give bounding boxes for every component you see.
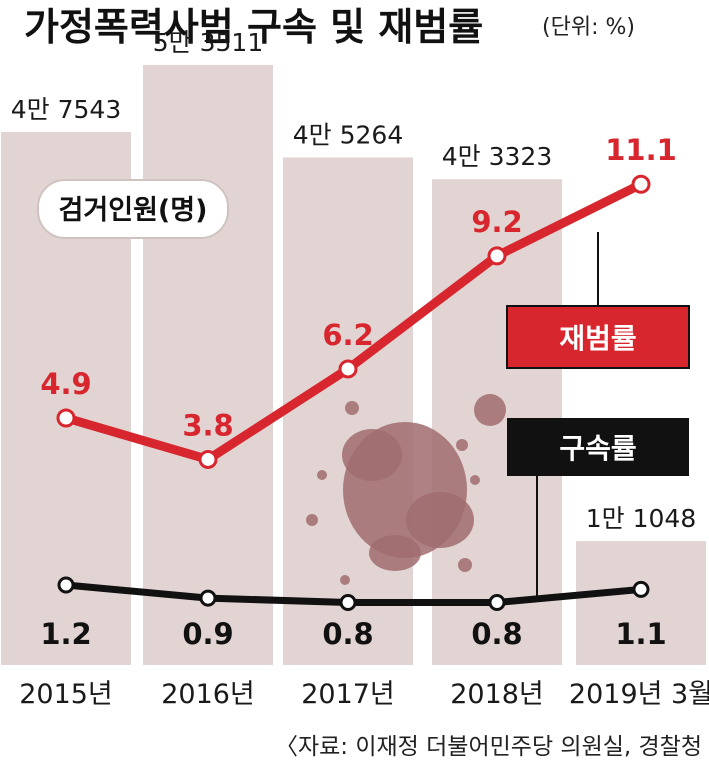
arrest-value-0: 1.2 <box>40 617 91 651</box>
x-tick-label-2: 2017년 <box>301 679 395 710</box>
arrest-value-4: 1.1 <box>615 617 666 651</box>
arrest-point-0 <box>57 576 75 594</box>
x-tick-label-4: 2019년 3월 <box>569 679 709 710</box>
recidivism-value-2: 6.2 <box>322 318 373 352</box>
arrest-badge-label: 구속률 <box>559 432 636 465</box>
chart-title: 가정폭력사범 구속 및 재범률 <box>24 5 483 49</box>
bar-value-label-0: 4만 7543 <box>11 95 121 124</box>
ink-blot-part-9 <box>340 575 350 585</box>
bar-value-label-2: 4만 5264 <box>293 120 403 149</box>
ink-blot-part-5 <box>456 439 468 451</box>
bar-legend-box <box>37 179 229 239</box>
recidivism-value-4: 11.1 <box>605 133 677 167</box>
unit-label: (단위: %) <box>542 15 635 40</box>
ink-blot-part-6 <box>345 401 359 415</box>
ink-blot-part-1 <box>342 429 402 481</box>
arrest-value-3: 0.8 <box>471 617 522 651</box>
bar-value-label-3: 4만 3323 <box>442 142 552 171</box>
arrest-value-2: 0.8 <box>322 617 373 651</box>
bar-value-label-1: 5만 3511 <box>153 28 263 57</box>
bar-legend-label: 검거인원(명) <box>59 195 208 226</box>
recidivism-point-0 <box>56 408 76 428</box>
recidivism-point-4 <box>631 174 651 194</box>
x-tick-label-0: 2015년 <box>19 679 113 710</box>
arrest-point-1 <box>199 589 217 607</box>
ink-blot-part-8 <box>306 514 318 526</box>
recidivism-badge-label: 재범률 <box>559 322 636 355</box>
source-note: 〈자료: 이재정 더불어민주당 의원실, 경찰청 <box>275 734 702 760</box>
x-axis-ticks: 2015년 2016년 2017년 2018년 2019년 3월 <box>19 679 709 710</box>
recidivism-point-3 <box>487 246 507 266</box>
arrest-value-1: 0.9 <box>182 617 233 651</box>
x-tick-label-1: 2016년 <box>161 679 255 710</box>
bar-4 <box>576 541 706 665</box>
ink-blot-decoration <box>306 394 506 585</box>
bar-value-label-4: 1만 1048 <box>586 504 696 533</box>
ink-blot-part-7 <box>317 470 327 480</box>
recidivism-point-1 <box>198 449 218 469</box>
ink-blot-part-10 <box>458 558 472 572</box>
arrest-point-3 <box>488 594 506 611</box>
x-tick-label-3: 2018년 <box>450 679 544 710</box>
ink-blot-part-11 <box>470 475 480 485</box>
recidivism-value-1: 3.8 <box>182 408 233 442</box>
recidivism-point-2 <box>338 359 358 379</box>
arrest-badge <box>507 418 689 476</box>
ink-blot-part-2 <box>406 492 474 548</box>
ink-blot-part-3 <box>369 535 421 571</box>
recidivism-value-0: 4.9 <box>40 367 91 401</box>
ink-blot-part-4 <box>474 394 506 426</box>
bar-1 <box>143 65 273 665</box>
recidivism-value-3: 9.2 <box>471 205 522 239</box>
recidivism-badge <box>506 305 690 369</box>
line-group: 4.9 3.8 6.2 9.2 11.1 1.2 0.9 0.8 0.8 1.1 <box>40 133 676 651</box>
arrest-point-2 <box>339 594 357 611</box>
arrest-point-4 <box>632 580 650 598</box>
